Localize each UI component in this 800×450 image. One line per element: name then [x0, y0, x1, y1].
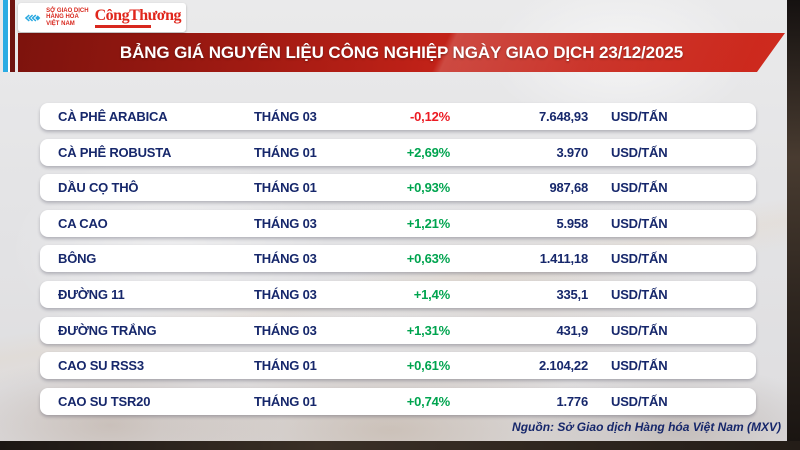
commodity-name: CA CAO — [58, 215, 108, 231]
change-percent: -0,12% — [410, 109, 450, 124]
photo-edge-bottom — [0, 441, 800, 450]
table-row: CÀ PHÊ ARABICA THÁNG 03 -0,12% 7.648,93 … — [40, 103, 756, 130]
table-row: DẦU CỌ THÔ THÁNG 01 +0,93% 987,68 USD/TẤ… — [40, 174, 756, 202]
change-percent: +2,69% — [406, 144, 450, 160]
price-value: 1.411,18 — [539, 251, 588, 267]
price-unit: USD/TẤN — [611, 358, 668, 374]
table-row: ĐƯỜNG 11 THÁNG 03 +1,4% 335,1 USD/TẤN — [40, 280, 756, 308]
change-percent: +0,93% — [406, 180, 450, 196]
change-percent: +1,21% — [406, 215, 450, 231]
contract-month: THÁNG 03 — [254, 322, 317, 338]
mxv-logo-text: SỞ GIAO DỊCH HÀNG HÓA VIỆT NAM — [46, 8, 88, 28]
contract-month: THÁNG 03 — [254, 215, 317, 231]
change-percent: +0,74% — [406, 393, 450, 409]
commodity-name: CÀ PHÊ ROBUSTA — [58, 144, 172, 160]
mxv-logo-icon — [24, 14, 41, 21]
commodity-name: ĐƯỜNG 11 — [58, 286, 125, 302]
price-unit: USD/TẤN — [611, 393, 668, 409]
mxv-logo-line1: SỞ GIAO DỊCH — [46, 7, 89, 14]
price-unit: USD/TẤN — [611, 109, 668, 124]
photo-edge-right — [787, 0, 800, 450]
price-unit: USD/TẤN — [611, 251, 668, 267]
table-row: CAO SU TSR20 THÁNG 01 +0,74% 1.776 USD/T… — [40, 387, 756, 415]
price-value: 1.776 — [556, 393, 588, 409]
congthuong-logo: CôngThương — [94, 6, 182, 28]
change-percent: +1,4% — [413, 286, 450, 302]
congthuong-logo-text: CôngThương — [94, 6, 182, 24]
header-banner: BẢNG GIÁ NGUYÊN LIỆU CÔNG NGHIỆP NGÀY GI… — [18, 33, 785, 72]
contract-month: THÁNG 03 — [254, 251, 317, 267]
price-unit: USD/TẤN — [611, 144, 668, 160]
price-value: 335,1 — [556, 286, 588, 302]
left-stripe-cyan — [3, 0, 8, 72]
price-unit: USD/TẤN — [611, 322, 668, 338]
contract-month: THÁNG 01 — [254, 144, 317, 160]
table-row: ĐƯỜNG TRẮNG THÁNG 03 +1,31% 431,9 USD/TẤ… — [40, 316, 756, 344]
left-stripe-gap — [8, 0, 10, 72]
price-value: 2.104,22 — [538, 358, 588, 374]
commodity-name: DẦU CỌ THÔ — [58, 180, 139, 196]
price-table: CÀ PHÊ ARABICA THÁNG 03 -0,12% 7.648,93 … — [40, 103, 756, 423]
contract-month: THÁNG 01 — [254, 358, 317, 374]
brand-logo-plate: SỞ GIAO DỊCH HÀNG HÓA VIỆT NAM CôngThươn… — [18, 3, 186, 32]
congthuong-tagline-bar — [94, 24, 151, 28]
table-row: CÀ PHÊ ROBUSTA THÁNG 01 +2,69% 3.970 USD… — [40, 138, 756, 166]
table-row: BÔNG THÁNG 03 +0,63% 1.411,18 USD/TẤN — [40, 245, 756, 273]
source-note: Nguồn: Sở Giao dịch Hàng hóa Việt Nam (M… — [512, 420, 781, 434]
contract-month: THÁNG 01 — [254, 393, 317, 409]
change-percent: +0,61% — [406, 358, 450, 374]
commodity-name: CAO SU TSR20 — [58, 393, 151, 409]
mxv-logo-line2: HÀNG HÓA — [46, 14, 79, 21]
contract-month: THÁNG 03 — [254, 109, 317, 124]
content-panel: SỞ GIAO DỊCH HÀNG HÓA VIỆT NAM CôngThươn… — [0, 0, 787, 441]
contract-month: THÁNG 01 — [254, 180, 317, 196]
page-title: BẢNG GIÁ NGUYÊN LIỆU CÔNG NGHIỆP NGÀY GI… — [119, 42, 684, 62]
price-value: 7.648,93 — [538, 109, 588, 124]
price-unit: USD/TẤN — [611, 180, 668, 196]
commodity-name: CÀ PHÊ ARABICA — [58, 109, 168, 124]
price-value: 431,9 — [556, 322, 588, 338]
commodity-name: CAO SU RSS3 — [58, 358, 144, 374]
price-unit: USD/TẤN — [611, 286, 668, 302]
change-percent: +0,63% — [406, 251, 450, 267]
contract-month: THÁNG 03 — [254, 286, 317, 302]
change-percent: +1,31% — [406, 322, 450, 338]
commodity-name: ĐƯỜNG TRẮNG — [58, 322, 157, 338]
price-unit: USD/TẤN — [611, 215, 668, 231]
table-row: CA CAO THÁNG 03 +1,21% 5.958 USD/TẤN — [40, 209, 756, 237]
price-value: 5.958 — [556, 215, 588, 231]
table-row: CAO SU RSS3 THÁNG 01 +0,61% 2.104,22 USD… — [40, 352, 756, 380]
mxv-logo-line3: VIỆT NAM — [46, 20, 75, 27]
price-value: 987,68 — [549, 180, 588, 196]
left-stripe-maroon — [10, 0, 15, 72]
commodity-name: BÔNG — [58, 251, 97, 267]
price-value: 3.970 — [556, 144, 588, 160]
